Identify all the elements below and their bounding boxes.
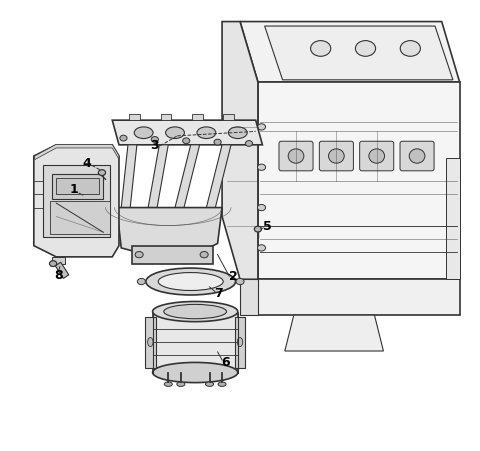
Polygon shape xyxy=(145,318,156,368)
Text: 5: 5 xyxy=(264,220,272,233)
Polygon shape xyxy=(175,145,200,207)
Text: 6: 6 xyxy=(221,356,230,369)
Polygon shape xyxy=(52,174,103,198)
Ellipse shape xyxy=(135,252,143,258)
Polygon shape xyxy=(43,165,110,237)
Ellipse shape xyxy=(237,337,243,346)
Ellipse shape xyxy=(257,245,265,251)
Polygon shape xyxy=(222,22,258,279)
Ellipse shape xyxy=(120,135,127,141)
Ellipse shape xyxy=(166,127,184,138)
Polygon shape xyxy=(153,313,238,371)
Polygon shape xyxy=(446,158,460,279)
Text: 7: 7 xyxy=(214,287,223,300)
Ellipse shape xyxy=(164,304,227,319)
Polygon shape xyxy=(117,207,222,257)
Polygon shape xyxy=(129,115,140,120)
Ellipse shape xyxy=(182,138,190,144)
Polygon shape xyxy=(240,279,258,315)
Ellipse shape xyxy=(153,301,238,322)
Ellipse shape xyxy=(151,137,158,143)
Ellipse shape xyxy=(257,164,265,170)
Polygon shape xyxy=(56,179,99,194)
Polygon shape xyxy=(206,145,231,207)
Ellipse shape xyxy=(146,268,236,295)
Ellipse shape xyxy=(400,41,420,56)
Ellipse shape xyxy=(137,278,145,285)
Polygon shape xyxy=(258,279,460,315)
Ellipse shape xyxy=(164,382,172,387)
Polygon shape xyxy=(132,246,213,263)
Polygon shape xyxy=(285,315,384,351)
Polygon shape xyxy=(264,26,453,80)
Text: 1: 1 xyxy=(70,183,79,196)
Polygon shape xyxy=(52,257,65,263)
Polygon shape xyxy=(240,22,460,82)
Polygon shape xyxy=(148,145,168,207)
Ellipse shape xyxy=(134,127,153,138)
Polygon shape xyxy=(223,115,234,120)
FancyBboxPatch shape xyxy=(400,141,434,171)
Polygon shape xyxy=(192,115,203,120)
Polygon shape xyxy=(112,120,263,145)
Ellipse shape xyxy=(228,127,247,138)
Ellipse shape xyxy=(257,204,265,211)
Polygon shape xyxy=(55,262,69,278)
Ellipse shape xyxy=(409,149,425,163)
Polygon shape xyxy=(161,115,171,120)
Ellipse shape xyxy=(355,41,375,56)
Ellipse shape xyxy=(197,127,216,138)
Ellipse shape xyxy=(236,278,244,285)
Ellipse shape xyxy=(98,170,106,175)
Text: 2: 2 xyxy=(229,270,238,283)
FancyBboxPatch shape xyxy=(360,141,394,171)
Ellipse shape xyxy=(153,363,238,382)
Text: 8: 8 xyxy=(54,269,63,282)
Ellipse shape xyxy=(205,382,214,387)
Ellipse shape xyxy=(148,337,153,346)
Text: 3: 3 xyxy=(151,139,159,152)
FancyBboxPatch shape xyxy=(319,141,353,171)
Ellipse shape xyxy=(257,124,265,130)
Ellipse shape xyxy=(254,226,262,232)
Text: 4: 4 xyxy=(83,157,91,170)
Polygon shape xyxy=(235,318,245,368)
Ellipse shape xyxy=(369,149,384,163)
Ellipse shape xyxy=(200,252,208,258)
Ellipse shape xyxy=(288,149,304,163)
Polygon shape xyxy=(121,145,137,207)
Ellipse shape xyxy=(328,149,344,163)
Ellipse shape xyxy=(245,141,252,147)
Polygon shape xyxy=(35,144,119,160)
Polygon shape xyxy=(258,82,460,279)
FancyBboxPatch shape xyxy=(279,141,313,171)
Ellipse shape xyxy=(158,272,223,290)
Ellipse shape xyxy=(218,382,226,387)
Polygon shape xyxy=(34,145,119,257)
Polygon shape xyxy=(49,201,110,235)
Ellipse shape xyxy=(311,41,331,56)
Ellipse shape xyxy=(214,139,221,145)
Ellipse shape xyxy=(177,382,185,387)
Ellipse shape xyxy=(49,261,57,267)
